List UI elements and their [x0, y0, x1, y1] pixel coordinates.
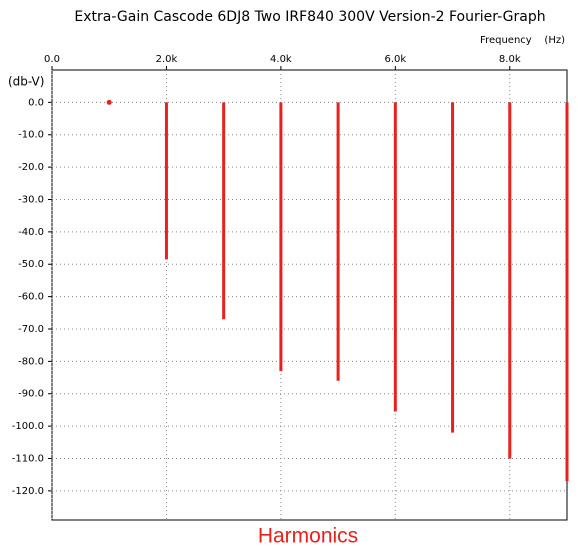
y-tick-label: -80.0 — [18, 356, 44, 367]
x-tick-label: 8.0k — [499, 54, 521, 65]
y-tick-label: -60.0 — [18, 292, 44, 303]
y-tick-label: 0.0 — [28, 97, 44, 108]
x-tick-label: 6.0k — [384, 54, 406, 65]
y-tick-label: -70.0 — [18, 324, 44, 335]
y-tick-label: -40.0 — [18, 227, 44, 238]
y-tick-label: -120.0 — [12, 486, 44, 497]
chart-title: Extra-Gain Cascode 6DJ8 Two IRF840 300V … — [74, 9, 545, 25]
y-tick-label: -20.0 — [18, 162, 44, 173]
y-tick-label: -30.0 — [18, 194, 44, 205]
y-tick-label: -10.0 — [18, 130, 44, 141]
stem-point — [106, 99, 112, 105]
y-tick-label: -50.0 — [18, 259, 44, 270]
y-tick-label: -110.0 — [12, 453, 44, 464]
annotation: Harmonics — [258, 525, 358, 548]
plot-frame — [51, 69, 568, 521]
x-tick-label: 0.0 — [44, 54, 60, 65]
y-tick-label: -90.0 — [18, 389, 44, 400]
x-axis-label: Frequency (Hz) — [480, 35, 565, 46]
x-tick-label: 2.0k — [156, 54, 178, 65]
y-axis-label: (db-V) — [8, 75, 44, 89]
x-tick-label: 4.0k — [270, 54, 292, 65]
y-tick-label: -100.0 — [12, 421, 44, 432]
